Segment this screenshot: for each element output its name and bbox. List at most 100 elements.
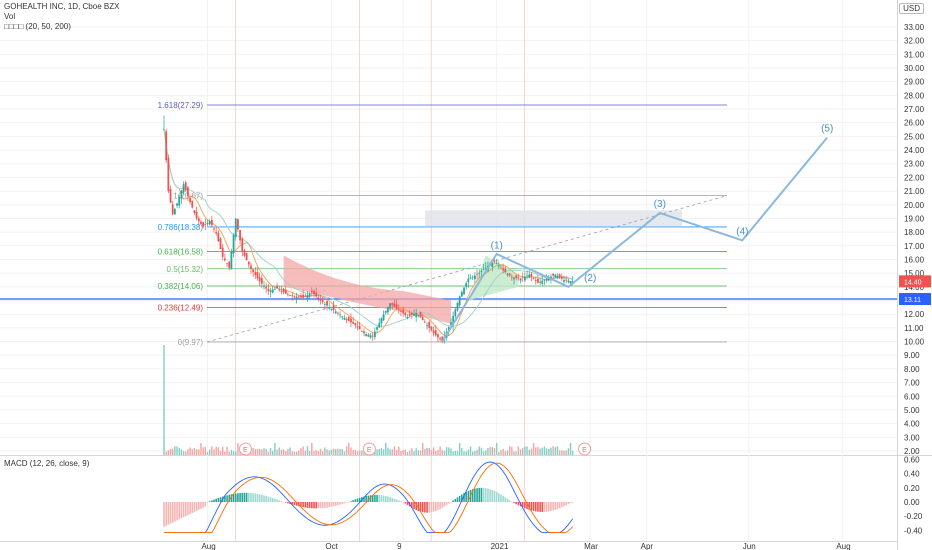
macd-label[interactable]: MACD (12, 26, close, 9) [4,459,90,468]
candle-body [284,289,287,294]
macd-histogram-bar [554,502,557,510]
drawings-layer[interactable] [0,195,897,343]
candle-body [550,276,552,279]
macd-histogram-bar [174,502,176,522]
currency-selector[interactable]: USD [899,3,924,14]
elliott-wave[interactable]: (1) (2) (3) (4) (5) [441,124,833,343]
volume-bar [415,448,417,455]
macd-histogram-bar [347,502,350,503]
volume-bar [176,446,178,455]
volume-bar [541,447,543,455]
fibonacci-retracement[interactable]: 1.618(27.29)1(20.67)0.786(18.38)0.618(16… [158,101,727,347]
macd-histogram-bar [213,499,215,502]
macd-histogram-bar [165,502,167,526]
volume-bar [552,446,554,455]
candle-body [432,330,435,334]
price-tick-label: 28.00 [904,91,925,100]
volume-bar [519,449,522,455]
candle-body [306,295,309,299]
volume-bar [213,449,215,455]
volume-bar [417,450,420,455]
earnings-badge [362,442,376,456]
macd-histogram-bar [269,497,272,502]
macd-histogram-bar [193,502,196,512]
macd-histogram-bar [195,502,198,511]
macd-pane[interactable] [0,456,897,541]
volume-bar [448,447,450,455]
cloud-bearish [283,255,404,312]
volume-bar [569,443,572,455]
macd-histogram-bar [397,500,400,502]
candle-body [437,334,439,338]
price-pane[interactable] [0,0,897,455]
candle-body [473,275,476,280]
candle-body [376,327,378,330]
macd-histogram-bar [204,502,207,507]
earnings-badge-label: E [582,447,587,454]
volume-bar [174,446,176,455]
volume-bar [228,451,230,455]
candle-body [423,321,426,323]
macd-histogram-bar [202,502,204,508]
macd-histogram-bar [180,502,183,519]
macd-histogram-bar [317,502,320,509]
macd-histogram-bar [282,502,285,503]
macd-histogram-bar [263,495,265,502]
price-tick-label: 6.00 [904,392,920,401]
macd-histogram-bar [547,502,550,512]
candle-body [395,304,398,309]
time-tick-label: Jun [743,542,756,550]
candle-body [408,313,411,316]
candle-body [330,308,333,310]
symbol-title[interactable]: GOHEALTH INC, 1D, Cboe BZX [4,2,120,11]
time-tick-label: Oct [325,542,338,550]
volume-bar [402,449,404,455]
volume-bar [504,451,507,455]
price-tick-label: 11.00 [904,324,924,333]
macd-histogram-bar [280,501,283,502]
candle-body [323,303,326,305]
macd-histogram-bar [487,488,489,502]
candle-body [500,267,502,269]
macd-histogram-bar [561,502,563,508]
time-tick-label: Aug [201,542,215,550]
candle-body [200,221,202,224]
volume-bar [472,451,474,455]
volume-bar [476,449,478,455]
macd-histogram-bar [313,502,315,509]
price-tick-label: 31.00 [904,50,925,59]
volume-bar [387,447,389,455]
volume-bar [330,449,333,455]
macd-histogram-bar [391,497,394,502]
candle-body [558,274,561,278]
volume-bar [400,450,402,455]
volume-bar [530,448,533,455]
macd-histogram-bar [556,502,559,510]
ma-label[interactable]: □□□□ (20, 50, 200) [4,22,71,31]
wave-label: (2) [584,273,596,284]
price-tick-label: 3.00 [904,433,920,442]
candle-body [419,311,422,318]
time-tick-label: Aug [836,542,850,550]
volume-bar [567,448,570,455]
fib-level-label: 0.618(16.58) [158,248,204,257]
price-tick-label: 21.00 [904,187,925,196]
time-tick-label: 9 [397,542,402,550]
candle-body [163,129,165,131]
price-tick-label: 32.00 [904,37,925,46]
price-tick-label: 18.00 [904,228,925,237]
candle-body [495,263,498,265]
grid-lines [0,0,897,541]
candle-body [226,263,228,265]
candle-body [563,280,565,282]
macd-histogram-bar [217,497,220,502]
candle-body [556,275,559,278]
macd-histogram-bar [500,494,502,502]
price-tick-label: 25.00 [904,132,925,141]
volume-bar [206,451,209,455]
volume-label[interactable]: Vol [4,12,16,21]
volume-bar [193,447,196,455]
candle-body [521,276,524,278]
candle-body [526,275,528,277]
